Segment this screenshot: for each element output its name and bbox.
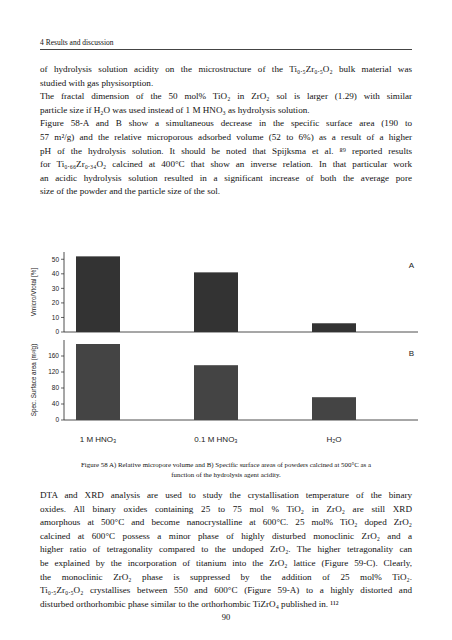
text-line: oxides. All binary oxides containing 25 … [40,504,412,515]
chart: 0 10 20 30 40 50 Vmicro/Vtotal [%] A [30,252,418,335]
y-tick [61,317,64,318]
y-tick [61,404,64,405]
y-tick [61,372,64,373]
y-tick-label: 50 [52,256,60,263]
text-line: Figure 58-A and B show a simultaneous de… [40,118,412,129]
text-line: of hydrolysis solution acidity on the mi… [40,64,412,75]
y-tick-label: 80 [52,384,60,391]
text-line: the monoclinic ZrO₂ phase is suppressed … [40,572,412,583]
y-tick [61,388,64,389]
text-line: for Ti₀.₆₆Zr₀.₃₄O₂ calcined at 400°C tha… [40,159,412,170]
text-line: Ti₀.₅Zr₀.₅O₂ crystallises between 550 an… [40,585,412,596]
category-label: H₂O [326,435,341,444]
figure: 0 10 20 30 40 50 Vmicro/Vtotal [%] A 0 40 80 120 160… [0,0,452,640]
y-axis [64,252,65,332]
y-tick-label: 30 [52,285,60,292]
text-line: higher ratio of tetragonality compared t… [40,544,412,555]
y-tick [61,332,64,333]
bar [76,256,120,332]
y-tick-label: 160 [48,352,59,359]
bar [194,365,238,420]
text-line: size of the powder and the particle size… [40,186,412,197]
header-rule [40,49,412,50]
y-tick [61,356,64,357]
y-tick-label: 0 [55,328,59,335]
panel-label: B [409,349,414,358]
y-tick-label: 40 [52,270,60,277]
text-line: The fractal dimension of the 50 mol% TiO… [40,91,412,102]
figure-caption: Figure 58 A) Relative micropore volume a… [30,460,422,469]
y-axis-label: Spec. Surface area (m²/g) [30,344,38,416]
text-line: particle size if H₂O was used instead of… [40,105,412,116]
y-tick [61,302,64,303]
category-label: 0.1 M HNO₃ [194,435,237,444]
y-tick [61,273,64,274]
text-line: pH of the hydrolysis solution. It should… [40,146,412,157]
text-line: DTA and XRD analysis are used to study t… [40,490,412,501]
y-tick [61,288,64,289]
y-tick-label: 120 [48,368,59,375]
bars [76,256,356,332]
bar [312,397,356,420]
running-header: 4 Results and discussion [40,38,114,47]
bar [312,323,356,332]
y-tick-label: 0 [55,416,59,423]
y-tick-label: 40 [52,400,60,407]
figure-caption: function of the hydrolysis agent acidity… [30,470,422,479]
page-number: 90 [0,612,452,622]
bars [76,344,356,420]
y-tick-label: 20 [52,299,60,306]
text-line: disturbed orthorhombic phase similar to … [40,599,412,610]
text-line: studied with gas physisorption. [40,78,412,89]
y-tick [61,420,64,421]
y-axis [64,340,65,420]
text-line: calcined at 600°C possess a minor phase … [40,531,412,542]
y-tick-label: 10 [52,314,60,321]
text-line: amorphous at 500°C and become nanocrysta… [40,517,412,528]
text-line: an acidic hydrolysis solution resulted i… [40,173,412,184]
text-line: be explained by the incorporation of tit… [40,558,412,569]
category-label: 1 M HNO₃ [80,435,117,444]
y-tick [61,259,64,260]
panel-label: A [409,261,415,270]
bar [194,272,238,332]
text-line: 57 m²/g) and the relative microporous ad… [40,132,412,143]
bar [76,344,120,420]
chart: 0 40 80 120 160 Spec. Surface area (m²/g) B 1 M… [30,340,418,444]
y-axis-label: Vmicro/Vtotal [%] [30,268,38,317]
